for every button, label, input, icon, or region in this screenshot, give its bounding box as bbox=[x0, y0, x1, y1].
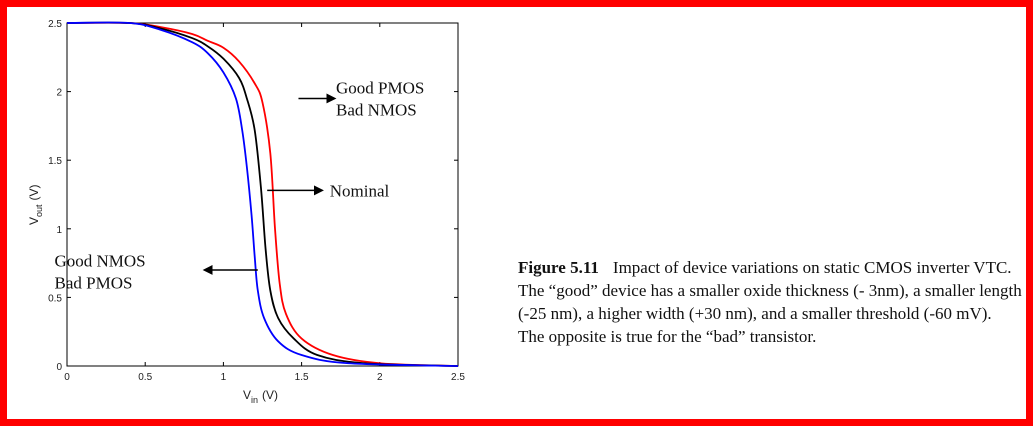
x-tick-label: 0.5 bbox=[138, 372, 152, 383]
annotation-label-2: Bad PMOS bbox=[54, 273, 132, 292]
y-tick-label: 2 bbox=[56, 88, 62, 99]
y-axis-label: Vout(V) bbox=[27, 184, 44, 225]
y-tick-label: 0 bbox=[56, 362, 62, 373]
y-tick-label: 2.5 bbox=[48, 19, 62, 30]
caption-text: Impact of device variations on static CM… bbox=[518, 258, 1022, 346]
annotation-label-0: Bad NMOS bbox=[336, 100, 417, 119]
annotation-label-0: Good PMOS bbox=[336, 78, 424, 97]
x-axis-label: Vin (V) bbox=[243, 388, 278, 405]
y-tick-label: 1 bbox=[56, 225, 62, 236]
x-tick-label: 2.5 bbox=[451, 372, 465, 383]
figure-caption: Figure 5.11 Impact of device variations o… bbox=[518, 256, 1022, 348]
series-line-2 bbox=[66, 21, 459, 367]
figure-number: Figure 5.11 bbox=[518, 258, 599, 277]
annotation-label-2: Good NMOS bbox=[54, 251, 145, 270]
plot-area bbox=[66, 22, 459, 367]
y-tick-label: 1.5 bbox=[48, 156, 62, 167]
y-tick-label: 0.5 bbox=[48, 293, 62, 304]
x-tick-label: 1 bbox=[221, 372, 227, 383]
x-tick-label: 1.5 bbox=[295, 372, 309, 383]
annotation-label-1: Nominal bbox=[330, 181, 390, 200]
x-tick-label: 0 bbox=[64, 372, 70, 383]
series-line-1 bbox=[66, 21, 459, 367]
series-line-0 bbox=[66, 21, 459, 367]
x-tick-label: 2 bbox=[377, 372, 383, 383]
